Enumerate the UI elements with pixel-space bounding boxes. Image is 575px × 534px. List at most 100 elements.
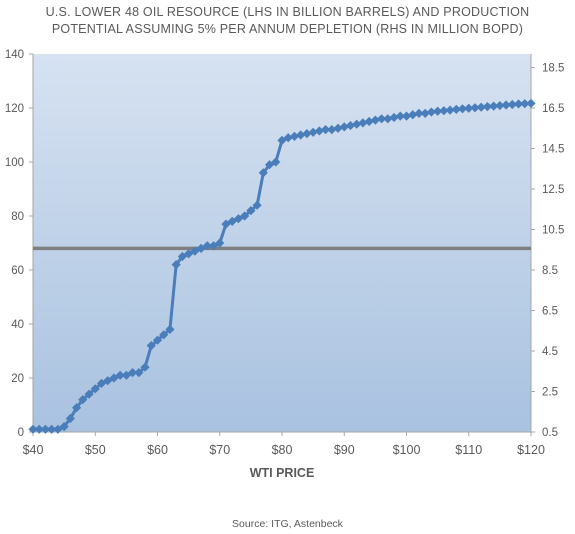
data-point [507, 99, 517, 110]
data-point [327, 125, 337, 135]
data-point [283, 133, 293, 143]
data-point [364, 116, 374, 127]
data-point [84, 389, 94, 399]
data-point [28, 424, 38, 434]
data-point [433, 106, 443, 116]
data-point [202, 241, 212, 251]
data-point [526, 98, 536, 109]
y-tick-label-right: 12.5 [542, 184, 564, 196]
y-tick-label-left: 0 [18, 427, 24, 439]
data-point [271, 157, 281, 167]
data-point [320, 125, 331, 135]
data-point [246, 206, 256, 216]
data-point [34, 424, 44, 434]
data-point [520, 99, 530, 109]
x-tick-label: $90 [334, 443, 355, 457]
data-point [457, 104, 468, 114]
data-point [476, 102, 486, 112]
x-tick-label: $120 [517, 443, 545, 457]
y-tick-label-right: 2.5 [542, 387, 558, 399]
chart-title: U.S. LOWER 48 OIL RESOURCE (LHS IN BILLI… [0, 4, 575, 38]
data-point [171, 260, 181, 270]
data-point [470, 103, 480, 113]
data-point [445, 105, 455, 115]
y-tick-label-right: 18.5 [542, 63, 564, 75]
plot-area [33, 54, 531, 432]
data-point [451, 104, 461, 114]
y-tick-label-left: 40 [11, 319, 24, 331]
data-point [314, 126, 324, 136]
data-point [65, 413, 75, 424]
y-tick-label-left: 80 [11, 211, 24, 223]
y-tick-label-right: 16.5 [542, 103, 564, 115]
y-tick-label-right: 6.5 [542, 306, 558, 318]
data-point [140, 362, 150, 372]
data-point [296, 130, 306, 140]
data-point [115, 370, 125, 380]
x-tick-label: $60 [147, 443, 168, 457]
data-point [40, 424, 51, 434]
data-point [389, 112, 399, 123]
data-point [252, 200, 262, 210]
data-point [90, 384, 100, 394]
data-point [96, 378, 107, 388]
data-point [377, 114, 387, 124]
data-point [240, 211, 250, 221]
x-tick-label: $40 [23, 443, 44, 457]
y-tick-label-left: 100 [5, 157, 24, 169]
data-point [289, 131, 300, 141]
data-point [426, 107, 436, 117]
data-point [414, 108, 424, 118]
data-point [308, 127, 318, 137]
data-point [128, 368, 138, 378]
data-point [339, 122, 349, 132]
y-tick-label-right: 8.5 [542, 265, 558, 277]
data-point [352, 119, 362, 129]
y-tick-label-left: 140 [5, 49, 24, 61]
chart-title-line-1: U.S. LOWER 48 OIL RESOURCE (LHS IN BILLI… [45, 5, 530, 19]
data-point [345, 120, 356, 131]
data-point [383, 114, 393, 124]
y-tick-label-left: 120 [5, 103, 24, 115]
x-tick-label: $50 [85, 443, 106, 457]
data-point [482, 102, 493, 112]
data-point [71, 403, 82, 413]
source-note: Source: ITG, Astenbeck [232, 518, 343, 530]
y-tick-label-right: 14.5 [542, 144, 564, 156]
data-point [134, 368, 144, 378]
y-tick-label-right: 4.5 [542, 346, 558, 358]
data-point [464, 103, 474, 113]
data-point [408, 110, 418, 120]
data-point [47, 424, 57, 434]
data-point [333, 123, 343, 133]
x-tick-label: $100 [393, 443, 421, 457]
x-tick-label: $110 [455, 443, 482, 457]
y-tick-label-left: 20 [11, 373, 24, 385]
data-point [152, 335, 163, 345]
data-point [395, 111, 405, 121]
data-point [370, 115, 380, 125]
y-tick-label-left: 60 [11, 265, 24, 277]
data-point [513, 99, 524, 109]
data-point [59, 422, 69, 432]
data-point [165, 324, 175, 334]
data-point [146, 341, 156, 351]
data-point [258, 168, 268, 178]
x-tick-label: $80 [272, 443, 293, 457]
x-axis-title: WTI PRICE [250, 466, 315, 480]
y-tick-label-right: 10.5 [542, 225, 564, 237]
data-point [103, 376, 113, 386]
data-point [78, 395, 88, 405]
chart-title-line-2: POTENTIAL ASSUMING 5% PER ANNUM DEPLETIO… [51, 22, 524, 36]
y-tick-label-right: 0.5 [542, 427, 558, 439]
data-point [501, 100, 511, 110]
data-point [358, 118, 368, 128]
data-point [439, 106, 449, 116]
data-point [489, 101, 499, 111]
data-point [302, 129, 312, 139]
data-point [264, 160, 275, 170]
x-tick-label: $70 [209, 443, 230, 457]
data-point [159, 330, 169, 340]
data-point [401, 111, 412, 121]
